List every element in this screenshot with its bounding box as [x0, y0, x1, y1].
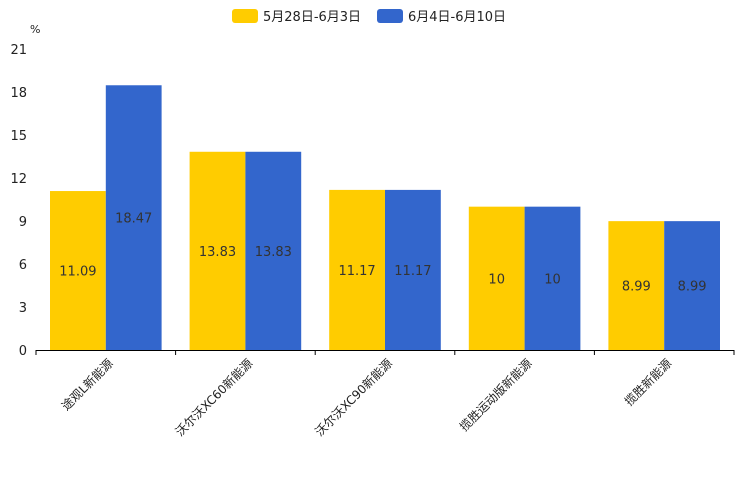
y-tick-label: 15 — [10, 129, 27, 144]
data-label: 8.99 — [678, 280, 707, 295]
bar-series-2[interactable] — [245, 151, 302, 350]
y-tick-label: 6 — [19, 258, 27, 273]
y-tick-label: 9 — [19, 215, 27, 230]
legend: 5月28日-6月3日 6月4日-6月10日 — [232, 9, 506, 25]
y-tick-label: 3 — [19, 301, 27, 316]
legend-label-series-2[interactable]: 6月4日-6月10日 — [408, 10, 506, 25]
bar-series-1[interactable] — [50, 191, 106, 350]
data-label: 13.83 — [255, 245, 292, 260]
y-axis-unit: % — [30, 23, 40, 36]
data-label: 11.17 — [394, 264, 431, 279]
bar-series-1[interactable] — [468, 206, 525, 350]
x-tick-label: 途观L新能源 — [58, 356, 116, 414]
y-tick-label: 12 — [10, 172, 27, 187]
legend-swatch-series-1 — [232, 9, 258, 23]
x-tick-label: 沃尔沃XC60新能源 — [172, 356, 255, 439]
bar-series-2[interactable] — [664, 221, 720, 350]
legend-swatch-series-2 — [377, 9, 403, 23]
legend-label-series-1[interactable]: 5月28日-6月3日 — [263, 10, 361, 25]
bar-series-2[interactable] — [105, 85, 162, 350]
data-label: 10 — [488, 272, 505, 287]
y-tick-label: 18 — [10, 86, 27, 101]
bar-series-1[interactable] — [329, 189, 385, 350]
y-tick-label: 0 — [19, 344, 27, 359]
bar-series-2[interactable] — [385, 189, 441, 350]
data-label: 13.83 — [199, 245, 236, 260]
data-label: 18.47 — [115, 212, 152, 227]
x-tick-label: 沃尔沃XC90新能源 — [312, 356, 395, 439]
data-label: 10 — [544, 272, 561, 287]
x-tick-label: 揽胜新能源 — [621, 356, 674, 409]
data-label: 11.09 — [59, 265, 96, 280]
x-tick-label: 揽胜运动版新能源 — [456, 356, 534, 434]
y-tick-label: 21 — [10, 43, 27, 58]
data-label: 11.17 — [338, 264, 375, 279]
data-label: 8.99 — [622, 280, 651, 295]
bar-series-2[interactable] — [524, 206, 581, 350]
bar-series-1[interactable] — [189, 151, 246, 350]
bar-series-1[interactable] — [608, 221, 665, 350]
